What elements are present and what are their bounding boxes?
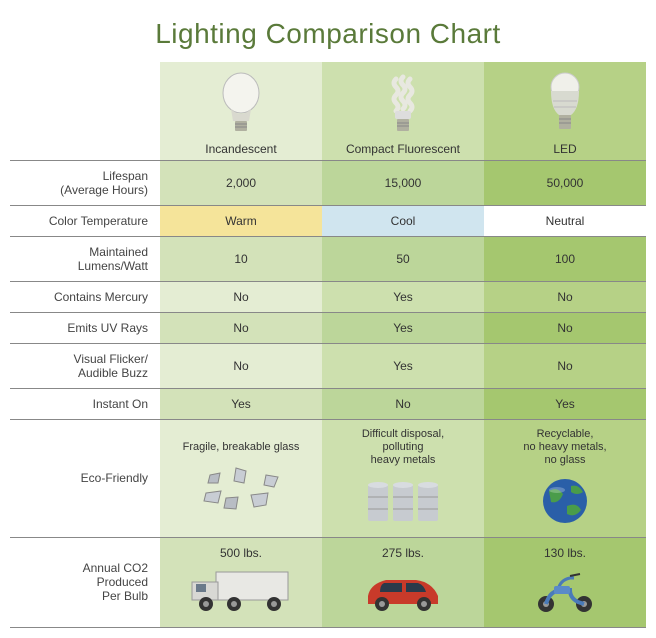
- row-color-temp: Color Temperature Warm Cool Neutral: [10, 206, 646, 237]
- broken-glass-icon: [164, 460, 318, 515]
- row-label: Color Temperature: [10, 206, 160, 237]
- cell: Yes: [322, 282, 484, 313]
- car-icon: [326, 564, 480, 619]
- cell: Yes: [160, 389, 322, 420]
- cell: No: [160, 344, 322, 389]
- eco-text: Fragile, breakable glass: [164, 441, 318, 454]
- cell: Yes: [322, 344, 484, 389]
- cell: No: [160, 282, 322, 313]
- cell: 2,000: [160, 161, 322, 206]
- comparison-table: Incandescent Compact Fluorescent: [10, 62, 646, 628]
- row-label: Emits UV Rays: [10, 313, 160, 344]
- row-instant: Instant On Yes No Yes: [10, 389, 646, 420]
- row-mercury: Contains Mercury No Yes No: [10, 282, 646, 313]
- cell: 50: [322, 237, 484, 282]
- header-label: LED: [488, 142, 642, 156]
- row-flicker: Visual Flicker/Audible Buzz No Yes No: [10, 344, 646, 389]
- row-lifespan: Lifespan(Average Hours) 2,000 15,000 50,…: [10, 161, 646, 206]
- cell: Warm: [160, 206, 322, 237]
- cell: 50,000: [484, 161, 646, 206]
- cell-eco-cfl: Difficult disposal,pollutingheavy metals: [322, 420, 484, 538]
- header-incandescent: Incandescent: [160, 62, 322, 161]
- cell: No: [484, 282, 646, 313]
- table-header-row: Incandescent Compact Fluorescent: [10, 62, 646, 161]
- cell: 10: [160, 237, 322, 282]
- cell: No: [160, 313, 322, 344]
- cell: 15,000: [322, 161, 484, 206]
- co2-text: 500 lbs.: [164, 546, 318, 560]
- cell: No: [484, 344, 646, 389]
- cell: No: [322, 389, 484, 420]
- scooter-icon: [488, 564, 642, 619]
- cell-co2-cfl: 275 lbs.: [322, 537, 484, 627]
- cell-co2-led: 130 lbs.: [484, 537, 646, 627]
- cell-eco-incandescent: Fragile, breakable glass: [160, 420, 322, 538]
- header-led: LED: [484, 62, 646, 161]
- truck-icon: [164, 564, 318, 619]
- row-co2: Annual CO2ProducedPer Bulb 500 lbs. 275 …: [10, 537, 646, 627]
- eco-text: Difficult disposal,pollutingheavy metals: [326, 428, 480, 468]
- row-label: Instant On: [10, 389, 160, 420]
- row-label: Eco-Friendly: [10, 420, 160, 538]
- row-lumens: MaintainedLumens/Watt 10 50 100: [10, 237, 646, 282]
- row-label: Contains Mercury: [10, 282, 160, 313]
- co2-text: 275 lbs.: [326, 546, 480, 560]
- row-uv: Emits UV Rays No Yes No: [10, 313, 646, 344]
- cell: Yes: [322, 313, 484, 344]
- globe-icon: [488, 474, 642, 529]
- chart-title: Lighting Comparison Chart: [10, 18, 646, 50]
- bulb-cfl-icon: [326, 68, 480, 138]
- co2-text: 130 lbs.: [488, 546, 642, 560]
- barrels-icon: [326, 474, 480, 529]
- cell: 100: [484, 237, 646, 282]
- row-label: Lifespan(Average Hours): [10, 161, 160, 206]
- cell: Neutral: [484, 206, 646, 237]
- cell-co2-incandescent: 500 lbs.: [160, 537, 322, 627]
- row-label: Annual CO2ProducedPer Bulb: [10, 537, 160, 627]
- cell-eco-led: Recyclable,no heavy metals,no glass: [484, 420, 646, 538]
- header-cfl: Compact Fluorescent: [322, 62, 484, 161]
- cell: Yes: [484, 389, 646, 420]
- cell: Cool: [322, 206, 484, 237]
- header-label: Incandescent: [164, 142, 318, 156]
- cell: No: [484, 313, 646, 344]
- row-eco: Eco-Friendly Fragile, breakable glass Di…: [10, 420, 646, 538]
- row-label: MaintainedLumens/Watt: [10, 237, 160, 282]
- bulb-led-icon: [488, 68, 642, 138]
- header-label: Compact Fluorescent: [326, 142, 480, 156]
- bulb-incandescent-icon: [164, 68, 318, 138]
- eco-text: Recyclable,no heavy metals,no glass: [488, 428, 642, 468]
- row-label: Visual Flicker/Audible Buzz: [10, 344, 160, 389]
